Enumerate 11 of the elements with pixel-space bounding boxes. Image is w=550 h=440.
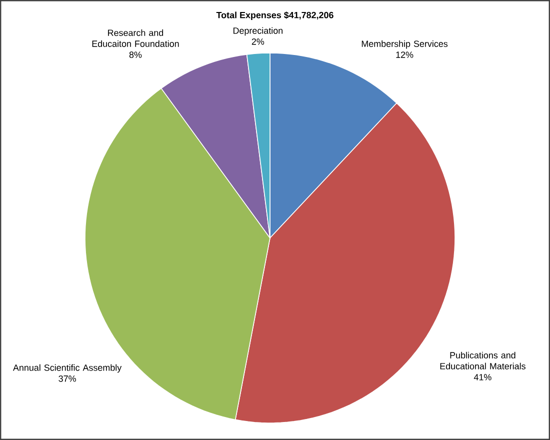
data-label: 12%	[396, 52, 414, 58]
chart-title: Total Expenses $41,782,206	[216, 12, 334, 20]
slice-label: Annual Scientific Assembly	[13, 364, 122, 373]
slice-label: Membership Services	[362, 40, 448, 49]
slice-label: Publications and Educational Materials	[440, 352, 526, 370]
data-label: 8%	[129, 52, 142, 58]
slice-label: Research and Educaiton Foundation	[92, 29, 179, 47]
data-label: 41%	[474, 374, 492, 380]
data-label: 37%	[58, 375, 76, 382]
slice-label: Depreciation	[233, 27, 283, 36]
data-label: 2%	[252, 38, 264, 45]
